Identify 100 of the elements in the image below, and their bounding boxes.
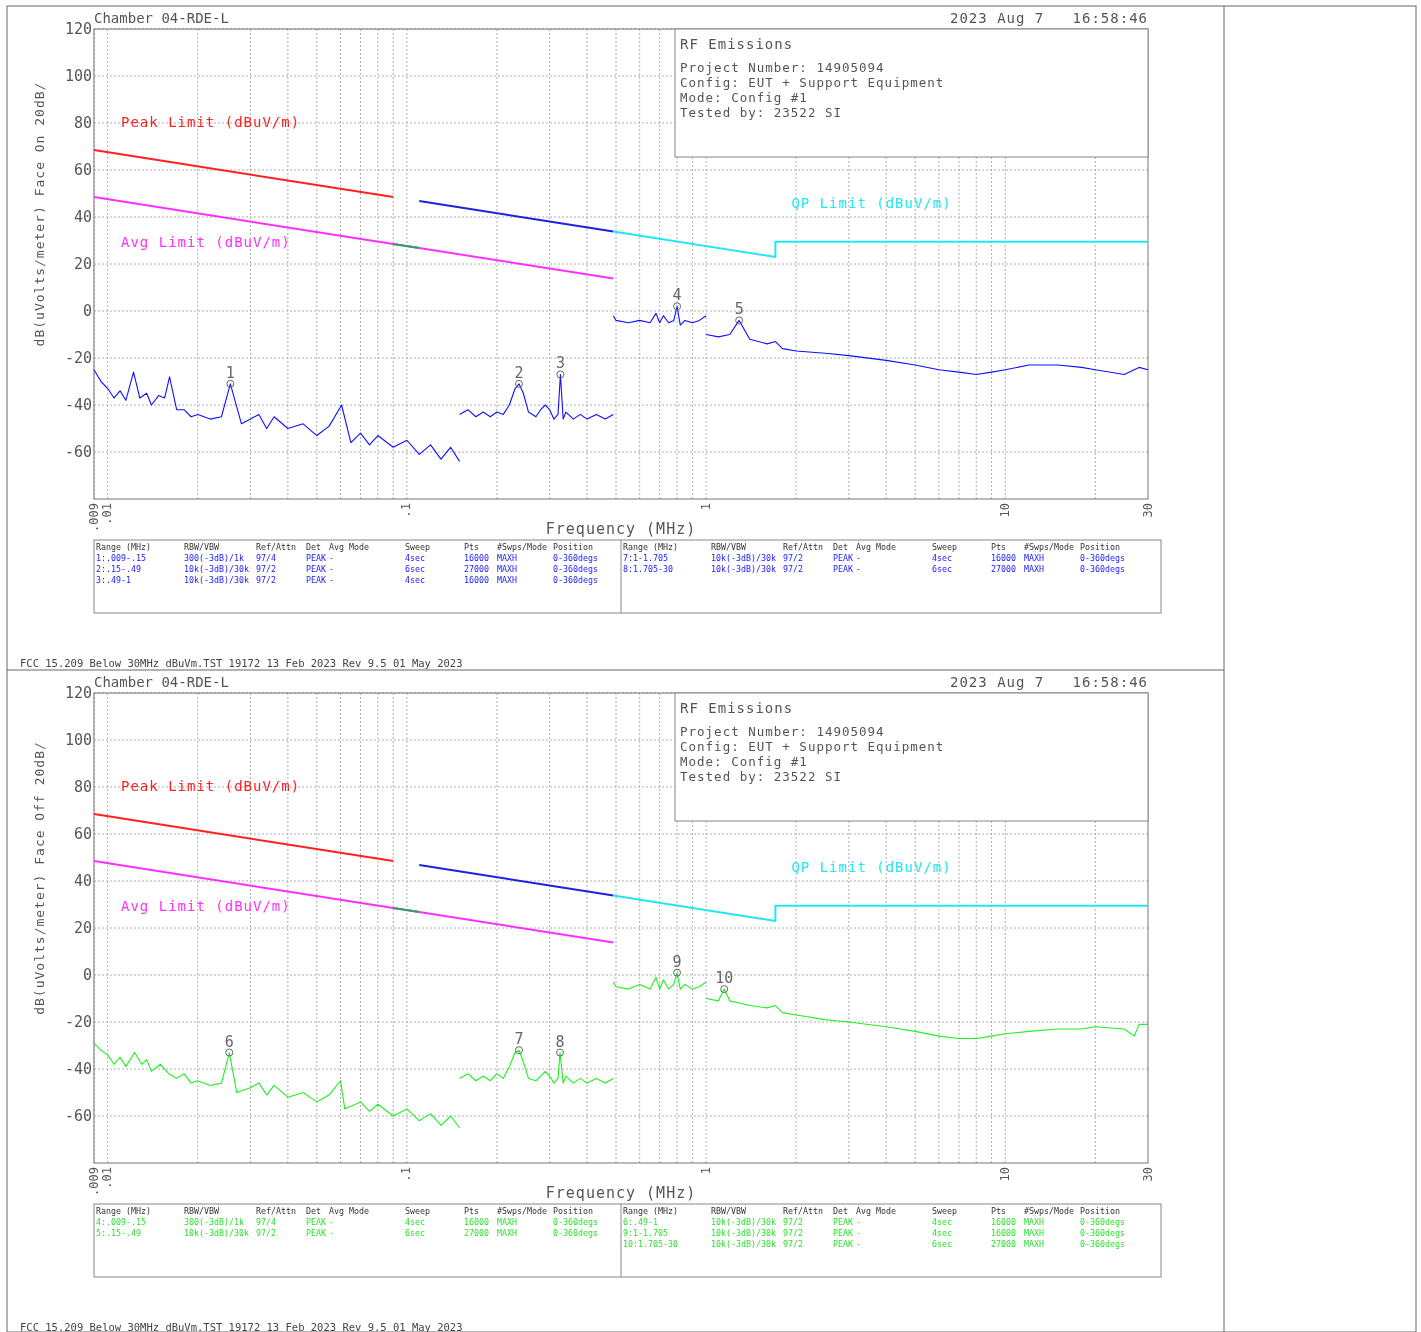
text: 4sec: [405, 1217, 425, 1227]
text: Ref/Attn: [783, 1206, 823, 1216]
text: 27000: [991, 564, 1016, 574]
annotation: 4: [672, 286, 682, 305]
text: 97/2: [783, 1239, 803, 1249]
text: 10:1.705-30: [623, 1239, 678, 1249]
text: 6sec: [932, 564, 952, 574]
x-tick-label: .009: [86, 503, 101, 532]
text: 9:1-1.705: [623, 1228, 668, 1238]
text: 16000: [991, 1228, 1016, 1238]
text: Ref/Attn: [783, 542, 823, 552]
annotation: RF Emissions: [680, 36, 794, 52]
text: 0-360degs: [553, 575, 598, 585]
text: 0-360degs: [1080, 564, 1125, 574]
y-tick-label: 20: [73, 254, 92, 273]
text: -: [856, 1217, 861, 1227]
y-tick-label: 80: [73, 113, 92, 132]
text: Pts: [464, 542, 479, 552]
chart-subtitle: 2023 Aug 7 16:58:46: [949, 674, 1148, 690]
text: #Swps/Mode: [497, 1206, 547, 1216]
text: MAXH: [497, 564, 517, 574]
text: 97/2: [783, 1228, 803, 1238]
series-label: Avg Limit (dBuV/m): [121, 234, 291, 251]
y-tick-label: 40: [73, 207, 92, 226]
text: RBW/VBW: [184, 542, 219, 552]
annotation: 6: [224, 1032, 234, 1051]
text: 3:.49-1: [96, 575, 131, 585]
text: 27000: [464, 564, 489, 574]
text: MAXH: [497, 575, 517, 585]
text: 10k(-3dB)/30k: [711, 1239, 776, 1249]
text: Det: [833, 1206, 848, 1216]
text: 2:.15-.49: [96, 564, 141, 574]
y-axis-title: dB(uVolts/meter) Face On 20dB/: [32, 81, 47, 347]
text: 10k(-3dB)/30k: [184, 564, 249, 574]
text: 4sec: [405, 575, 425, 585]
annotation: 1: [225, 363, 235, 382]
y-tick-label: -20: [64, 1012, 92, 1031]
text: Position: [553, 1206, 593, 1216]
text: PEAK: [833, 1217, 853, 1227]
text: 10k(-3dB)/30k: [184, 575, 249, 585]
text: 6sec: [405, 1228, 425, 1238]
text: PEAK: [833, 564, 853, 574]
text: 16000: [464, 1217, 489, 1227]
annotation: Config: EUT + Support Equipment: [680, 739, 945, 754]
y-tick-label: 120: [64, 683, 92, 702]
text: Range (MHz): [96, 542, 151, 552]
text: 27000: [991, 1239, 1016, 1249]
text: 10k(-3dB)/30k: [711, 1228, 776, 1238]
text: MAXH: [497, 1228, 517, 1238]
text: QP Limit (dBuV/m): [791, 194, 952, 211]
text: -: [329, 553, 334, 563]
annotation: Tested by: 23522 SI: [680, 769, 842, 784]
text: Position: [1080, 542, 1120, 552]
text: 16000: [991, 553, 1016, 563]
text: Avg Mode: [856, 542, 896, 552]
x-tick-label: 1: [698, 503, 713, 511]
x-tick-label: 1: [698, 1167, 713, 1175]
text: 300(-3dB)/1k: [184, 1217, 244, 1227]
y-axis-title: dB(uVolts/meter) Face Off 20dB/: [32, 741, 47, 1015]
text: #Swps/Mode: [497, 542, 547, 552]
text: 0-360degs: [1080, 1239, 1125, 1249]
text: Pts: [991, 542, 1006, 552]
y-tick-label: -20: [64, 348, 92, 367]
x-tick-label: .1: [399, 503, 414, 518]
text: PEAK: [306, 553, 326, 563]
text: -: [329, 575, 334, 585]
y-tick-label: 0: [82, 965, 92, 984]
series-label: Avg Limit (dBuV/m): [121, 898, 291, 915]
y-tick-label: 100: [64, 66, 92, 85]
text: 10k(-3dB)/30k: [711, 564, 776, 574]
text: -: [856, 564, 861, 574]
annotation: 9: [672, 952, 682, 971]
text: -: [856, 1239, 861, 1249]
text: 6sec: [932, 1239, 952, 1249]
text: MAXH: [1024, 1228, 1044, 1238]
y-tick-label: -60: [64, 1106, 92, 1125]
text: 16000: [991, 1217, 1016, 1227]
text: RBW/VBW: [184, 1206, 219, 1216]
text: 0-360degs: [1080, 553, 1125, 563]
y-tick-label: 120: [64, 19, 92, 38]
text: Det: [833, 542, 848, 552]
text: Position: [553, 542, 593, 552]
text: MAXH: [1024, 1239, 1044, 1249]
series-label: Peak Limit (dBuV/m): [121, 778, 301, 795]
annotation: 3: [555, 354, 565, 373]
text: Position: [1080, 1206, 1120, 1216]
text: 97/2: [256, 564, 276, 574]
text: 0-360degs: [553, 553, 598, 563]
text: 97/2: [783, 564, 803, 574]
text: #Swps/Mode: [1024, 542, 1074, 552]
text: FCC 15.209 Below 30MHz dBuVm.TST 19172 13 Feb 2023 Rev 9.5 01 May 2023: [20, 657, 463, 669]
text: 10k(-3dB)/30k: [711, 553, 776, 563]
y-tick-label: 20: [73, 918, 92, 937]
text: MAXH: [1024, 564, 1044, 574]
x-tick-label: .01: [100, 503, 115, 525]
y-tick-label: -40: [64, 395, 92, 414]
text: Det: [306, 1206, 321, 1216]
text: Ref/Attn: [256, 1206, 296, 1216]
text: MAXH: [1024, 1217, 1044, 1227]
y-tick-label: -40: [64, 1059, 92, 1078]
